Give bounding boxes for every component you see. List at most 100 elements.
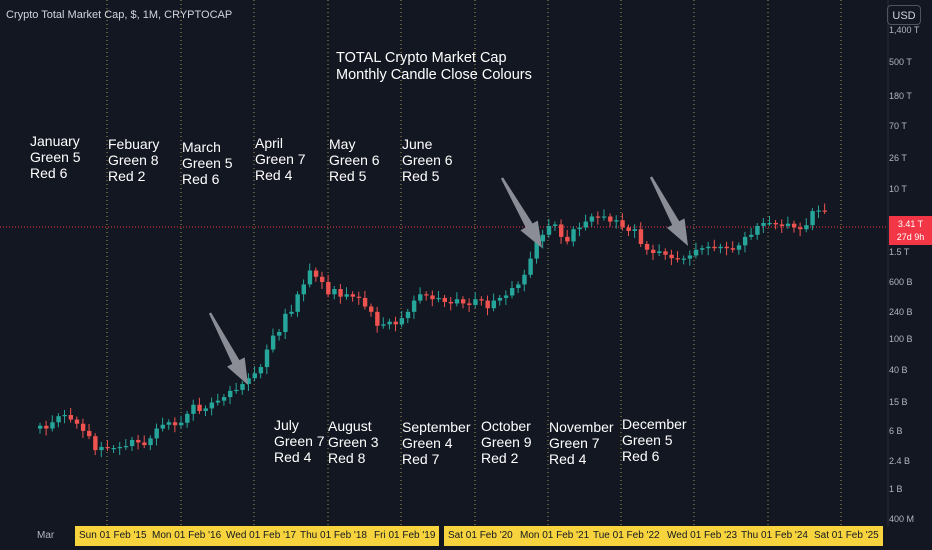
candle-red bbox=[197, 404, 202, 411]
note-september: September Green 4 Red 7 bbox=[402, 419, 471, 467]
candle-green bbox=[387, 321, 392, 325]
candle-red bbox=[460, 299, 466, 304]
candle-red bbox=[442, 297, 447, 302]
candle-green bbox=[154, 428, 159, 439]
symbol-header[interactable]: Crypto Total Market Cap, $, 1M, CRYPTOCA… bbox=[6, 9, 233, 21]
candle-red bbox=[485, 300, 490, 309]
candle-red bbox=[638, 229, 644, 244]
y-tick-label: 100 B bbox=[889, 334, 913, 344]
candle-green bbox=[166, 422, 172, 425]
candle-red bbox=[375, 311, 380, 326]
candle-green bbox=[295, 294, 300, 312]
candle-red bbox=[350, 294, 356, 297]
candle-green bbox=[277, 332, 282, 336]
candle-red bbox=[559, 224, 564, 237]
candle-green bbox=[454, 299, 460, 304]
candle-red bbox=[136, 439, 141, 443]
candle-red bbox=[644, 243, 650, 250]
x-tick-label: Sat 01 Feb '25 bbox=[810, 526, 883, 546]
candle-green bbox=[632, 229, 638, 231]
candle-green bbox=[178, 422, 184, 426]
candle-green bbox=[148, 438, 153, 446]
candle-green bbox=[742, 236, 748, 246]
candle-green bbox=[706, 246, 711, 249]
arrow-2017 bbox=[208, 312, 249, 385]
candle-red bbox=[779, 224, 785, 226]
chart-title: TOTAL Crypto Market Cap Monthly Candle C… bbox=[336, 50, 532, 83]
price-tag-value: 3.41 T bbox=[897, 219, 924, 229]
note-july: July Green 7 Red 4 bbox=[274, 417, 325, 465]
candle-green bbox=[736, 245, 742, 250]
candle-red bbox=[724, 246, 729, 249]
candle-green bbox=[583, 221, 588, 228]
candle-green bbox=[209, 402, 215, 409]
candle-green bbox=[411, 300, 417, 312]
candle-green bbox=[405, 311, 411, 319]
candle-red bbox=[80, 423, 86, 431]
candle-red bbox=[651, 249, 656, 253]
y-tick-label: 70 T bbox=[889, 121, 907, 131]
candle-red bbox=[620, 220, 625, 228]
candle-red bbox=[369, 306, 374, 312]
note-january: January Green 5 Red 6 bbox=[30, 133, 81, 181]
candle-green bbox=[681, 258, 687, 260]
candle-red bbox=[663, 251, 668, 255]
x-tick-label: Tue 01 Feb '22 bbox=[589, 526, 664, 546]
candle-green bbox=[283, 313, 288, 332]
candle-red bbox=[712, 246, 717, 249]
candle-green bbox=[785, 223, 791, 226]
candle-green bbox=[418, 294, 423, 301]
candle-green bbox=[344, 294, 349, 297]
candle-green bbox=[50, 422, 55, 429]
candle-green bbox=[534, 241, 539, 259]
candle-green bbox=[258, 367, 264, 374]
y-tick-label: 500 T bbox=[889, 57, 912, 67]
candle-green bbox=[399, 318, 405, 325]
candle-green bbox=[614, 220, 619, 222]
y-tick-label: 26 T bbox=[889, 153, 907, 163]
candle-green bbox=[99, 447, 104, 451]
candle-red bbox=[479, 299, 484, 301]
candle-green bbox=[436, 297, 441, 300]
candle-red bbox=[791, 223, 797, 228]
y-tick-label: 1,400 T bbox=[889, 25, 920, 35]
x-tick-label: Sun 01 Feb '15 bbox=[75, 526, 151, 546]
price-tag-countdown: 27d 9h bbox=[896, 232, 925, 242]
candle-green bbox=[240, 383, 245, 390]
candle-green bbox=[577, 227, 582, 230]
note-november: November Green 7 Red 4 bbox=[549, 419, 614, 467]
candle-red bbox=[93, 436, 98, 451]
candle-green bbox=[301, 284, 306, 295]
candle-green bbox=[160, 424, 165, 429]
currency-button[interactable]: USD bbox=[887, 5, 921, 25]
candle-green bbox=[117, 447, 123, 449]
candle-green bbox=[270, 335, 276, 350]
candle-red bbox=[822, 210, 828, 212]
note-december: December Green 5 Red 6 bbox=[622, 416, 687, 464]
candle-green bbox=[657, 251, 662, 253]
note-june: June Green 6 Red 5 bbox=[402, 136, 453, 184]
x-tick-label: Fri 01 Feb '19 bbox=[370, 526, 440, 546]
candle-red bbox=[326, 281, 331, 295]
y-tick-label: 1 B bbox=[889, 484, 903, 494]
candle-red bbox=[608, 216, 613, 222]
candle-red bbox=[595, 216, 601, 218]
candle-green bbox=[816, 210, 821, 212]
candle-green bbox=[601, 216, 607, 218]
arrow-2021 bbox=[500, 177, 542, 248]
x-tick-label: Mon 01 Feb '21 bbox=[516, 526, 594, 546]
candle-red bbox=[430, 295, 435, 300]
candle-red bbox=[669, 254, 674, 259]
x-tick-label: Mar bbox=[37, 530, 55, 541]
candle-green bbox=[473, 299, 478, 305]
candle-green bbox=[307, 270, 313, 285]
arrow-icon bbox=[500, 177, 542, 248]
candle-green bbox=[755, 225, 760, 235]
candle-red bbox=[44, 425, 49, 429]
candle-green bbox=[264, 349, 270, 368]
candle-red bbox=[313, 270, 319, 277]
candle-green bbox=[700, 248, 705, 250]
y-tick-label: 40 B bbox=[889, 365, 908, 375]
candle-green bbox=[516, 284, 521, 289]
